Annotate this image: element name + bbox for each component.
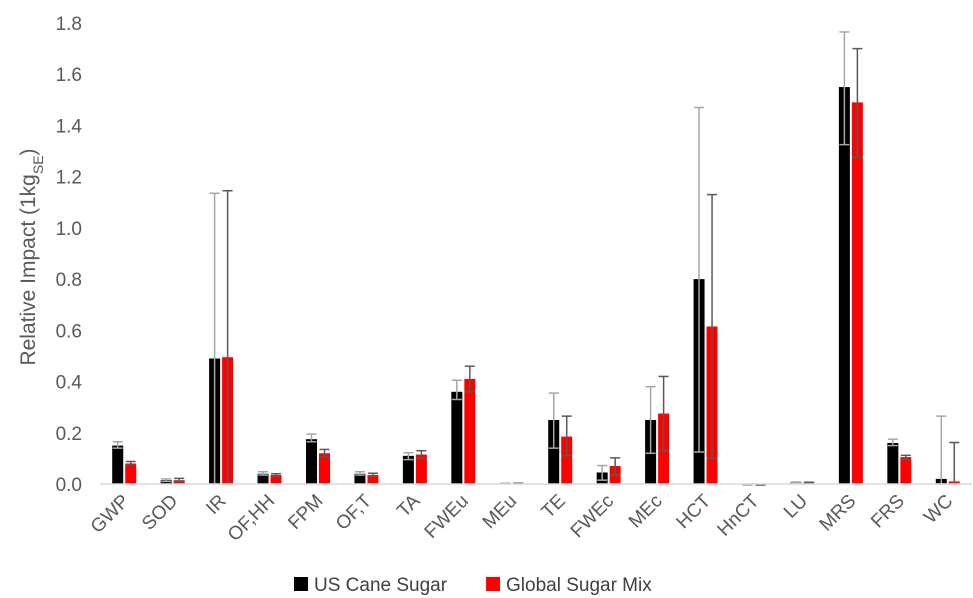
error-bar-us-cane-sugar (597, 464, 608, 481)
y-tick-label: 0.2 (56, 424, 82, 445)
x-tick-label: FPM (284, 491, 327, 534)
legend-label-us-cane-sugar: US Cane Sugar (314, 575, 448, 596)
error-bar-us-cane-sugar (306, 433, 317, 443)
bar-global-sugar-mix (367, 475, 379, 484)
x-tick-label: FWEu (421, 491, 473, 543)
bar-global-sugar-mix (270, 475, 282, 484)
x-tick-label: HCT (673, 490, 716, 533)
error-bar-global-sugar-mix (367, 472, 378, 478)
x-tick-label: FWEc (567, 491, 618, 542)
error-bar-global-sugar-mix (319, 448, 330, 458)
error-bar-us-cane-sugar (161, 478, 172, 483)
x-tick-label: FRS (867, 491, 909, 533)
y-tick-label: 1.6 (56, 65, 82, 86)
bar-us-cane-sugar (354, 473, 366, 484)
error-bar-global-sugar-mix (416, 449, 427, 460)
error-bar-global-sugar-mix (658, 375, 669, 452)
x-tick-label: MEu (479, 491, 521, 533)
error-bar-global-sugar-mix (610, 457, 621, 476)
error-bar-global-sugar-mix (900, 454, 911, 461)
bar-us-cane-sugar (306, 439, 317, 484)
bar-us-cane-sugar (838, 87, 850, 485)
error-bar-us-cane-sugar (258, 470, 269, 476)
error-bar-global-sugar-mix (464, 365, 475, 393)
error-bar-us-cane-sugar (354, 470, 365, 476)
legend-swatch-us-cane-sugar (294, 577, 308, 591)
error-bar-us-cane-sugar (887, 438, 898, 447)
bar-global-sugar-mix (561, 436, 573, 484)
y-axis-ticks: 0.0 0.2 0.4 0.6 0.8 1.0 1.2 1.4 1.6 1.8 (56, 14, 83, 496)
error-bar-global-sugar-mix (561, 415, 572, 457)
x-tick-label: MEc (625, 491, 667, 533)
y-tick-label: 0.6 (56, 321, 82, 342)
error-bar-global-sugar-mix (949, 441, 960, 485)
x-tick-label: TA (393, 490, 424, 521)
x-tick-label: OF,T (332, 490, 376, 534)
bar-global-sugar-mix (851, 102, 863, 485)
x-tick-label: GWP (87, 491, 134, 538)
y-tick-label: 1.2 (56, 168, 82, 189)
y-axis-label-suffix: ) (17, 148, 40, 155)
y-tick-label: 1.0 (56, 219, 82, 240)
x-tick-label: IR (202, 491, 230, 519)
error-bar-global-sugar-mix (707, 193, 718, 460)
error-bar-us-cane-sugar (839, 31, 850, 146)
y-axis-label: Relative Impact (1kgSE) (17, 148, 46, 365)
error-bar-global-sugar-mix (803, 481, 814, 484)
x-tick-label: HnCT (714, 490, 764, 540)
error-bar-global-sugar-mix (125, 460, 136, 466)
bar-us-cane-sugar (112, 445, 124, 484)
bars (112, 87, 960, 485)
y-axis-label-sub: SE (30, 155, 46, 174)
legend-swatch-global-sugar-mix (486, 577, 500, 591)
error-bar-us-cane-sugar (645, 385, 656, 455)
bar-global-sugar-mix (464, 378, 476, 484)
y-axis-label-main: Relative Impact (1kg (17, 174, 40, 365)
y-tick-label: 0.0 (56, 475, 82, 496)
bar-global-sugar-mix (319, 453, 330, 484)
bar-global-sugar-mix (415, 454, 427, 484)
x-tick-label: OF,HH (224, 491, 279, 546)
error-bar-us-cane-sugar (694, 106, 705, 453)
error-bar-us-cane-sugar (936, 415, 947, 485)
bar-us-cane-sugar (548, 419, 560, 484)
error-bar-us-cane-sugar (451, 379, 462, 401)
y-tick-label: 0.8 (56, 270, 82, 291)
bar-global-sugar-mix (125, 463, 137, 484)
legend-label-global-sugar-mix: Global Sugar Mix (506, 575, 652, 596)
bar-us-cane-sugar (257, 473, 269, 484)
bar-global-sugar-mix (900, 457, 912, 484)
error-bar-global-sugar-mix (271, 473, 282, 478)
error-bar-us-cane-sugar (403, 452, 414, 461)
legend: US Cane Sugar Global Sugar Mix (294, 575, 652, 596)
x-tick-label: WC (920, 491, 957, 528)
error-bar-us-cane-sugar (790, 481, 801, 484)
error-bar-global-sugar-mix (852, 47, 863, 159)
error-bar-us-cane-sugar (548, 392, 559, 449)
y-tick-label: 1.8 (56, 14, 82, 35)
error-bar-global-sugar-mix (174, 477, 185, 483)
bar-us-cane-sugar (451, 391, 463, 484)
y-tick-label: 0.4 (56, 373, 83, 394)
error-bars (112, 31, 960, 486)
x-tick-label: MRS (816, 491, 861, 536)
y-tick-label: 1.4 (56, 116, 83, 137)
x-tick-label: SOD (138, 491, 182, 535)
bar-us-cane-sugar (887, 443, 899, 484)
x-tick-label: TE (538, 491, 570, 523)
error-bar-us-cane-sugar (112, 440, 123, 449)
x-tick-label: LU (780, 491, 812, 523)
bar-us-cane-sugar (402, 455, 414, 484)
